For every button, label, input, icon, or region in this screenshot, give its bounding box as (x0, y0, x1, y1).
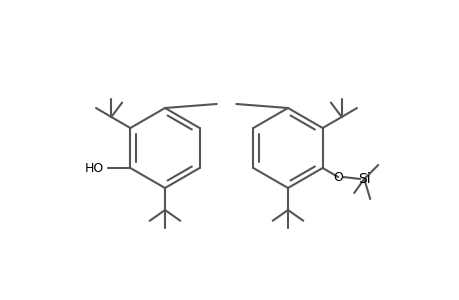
Text: O: O (333, 170, 342, 184)
Text: Si: Si (357, 172, 370, 186)
Text: HO: HO (85, 161, 104, 175)
